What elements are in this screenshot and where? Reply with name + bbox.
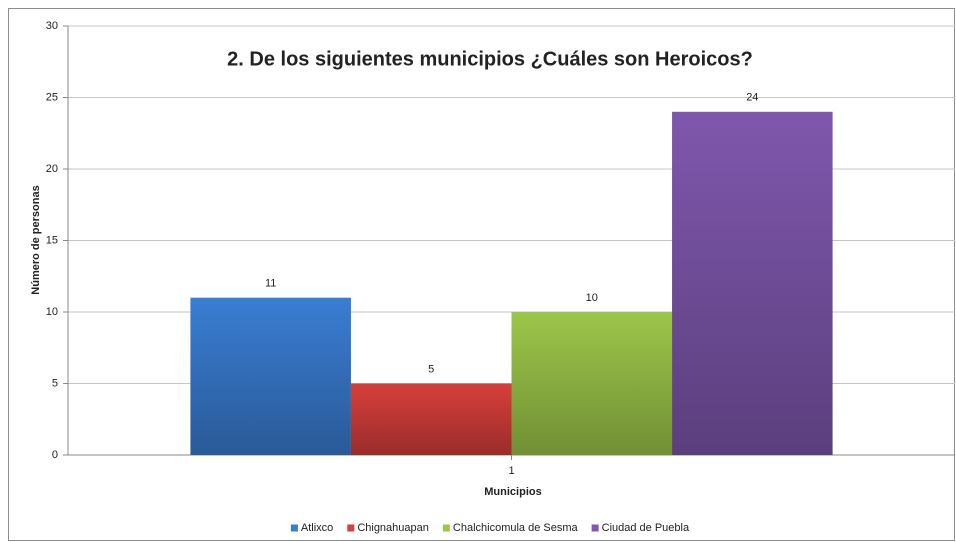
bar [190, 297, 351, 455]
y-axis-label: Número de personas [30, 185, 42, 294]
y-tick-label: 30 [46, 20, 58, 32]
legend-swatch [290, 524, 298, 532]
legend-label: Atlixco [301, 522, 333, 534]
legend-swatch [591, 524, 599, 532]
legend-label: Ciudad de Puebla [602, 522, 690, 534]
data-label: 24 [746, 92, 758, 104]
legend-label: Chignahuapan [357, 522, 429, 534]
data-label: 10 [586, 292, 598, 304]
y-tick-label: 25 [46, 91, 58, 103]
legend-swatch [442, 524, 450, 532]
legend-swatch [347, 524, 355, 532]
bar [672, 111, 833, 456]
legend-label: Chalchicomula de Sesma [453, 522, 579, 534]
x-axis-label: Municipios [484, 486, 541, 498]
y-tick-label: 5 [52, 377, 58, 389]
data-label: 5 [428, 363, 434, 375]
y-tick-label: 20 [46, 163, 58, 175]
y-tick-label: 15 [46, 234, 58, 246]
bar [350, 383, 512, 455]
y-tick-label: 10 [46, 306, 58, 318]
chart-title: 2. De los siguientes municipios ¿Cuáles … [227, 48, 753, 70]
x-tick-label: 1 [508, 465, 514, 477]
bar [511, 312, 673, 455]
data-label: 11 [265, 278, 276, 290]
y-tick-label: 0 [52, 449, 58, 461]
